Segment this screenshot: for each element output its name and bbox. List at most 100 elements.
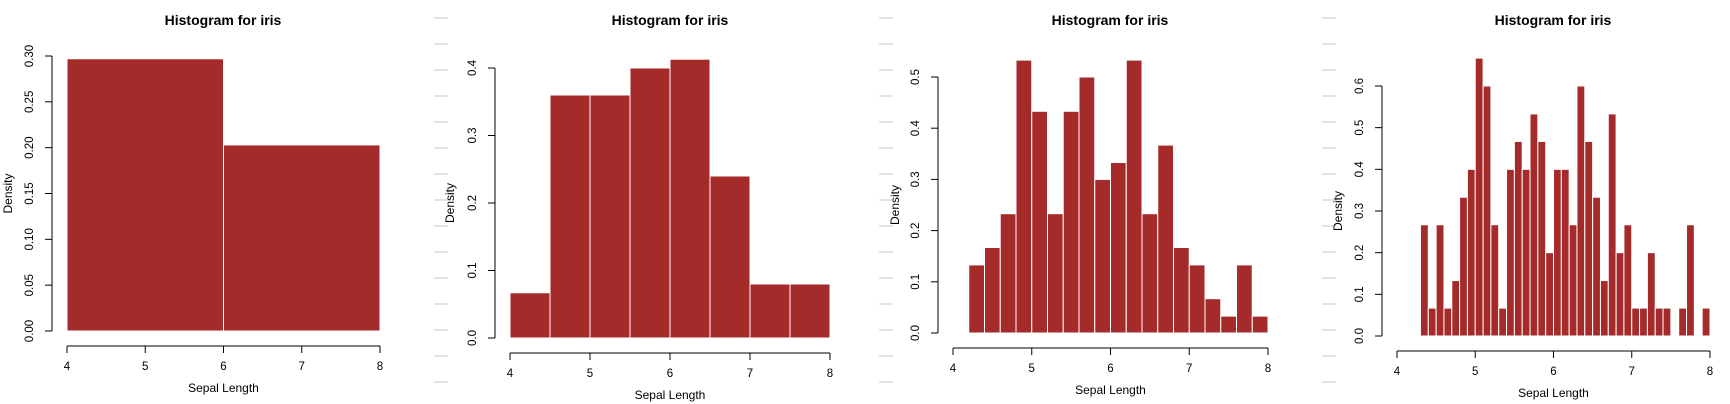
histogram-bar [1560,168,1570,337]
histogram-bar [749,283,791,339]
histogram-bar [1607,113,1617,337]
x-axis-label: Sepal Length [1075,383,1146,397]
histogram-bar [1435,224,1445,337]
x-tick-label: 5 [142,361,148,373]
x-tick-label: 7 [1629,366,1635,378]
histogram-bar [1639,307,1648,337]
y-tick-label: 0.4 [910,120,922,137]
histogram-bar [1654,307,1664,337]
y-tick-label: 0.3 [910,171,922,187]
y-tick-label: 0.1 [1354,286,1366,302]
y-tick-label: 0.4 [467,59,479,76]
histogram-bar [1701,307,1711,337]
histogram-bar [1662,307,1672,337]
x-axis-label: Sepal Length [188,381,259,395]
x-tick-label: 7 [747,368,753,380]
x-tick-label: 5 [1472,366,1478,378]
histogram-bar [1125,59,1143,334]
histogram-bar [968,264,985,334]
histogram-bar [66,58,224,332]
histogram-bar [589,94,631,339]
y-tick-label: 0.2 [910,223,922,239]
x-tick-label: 8 [827,368,833,380]
histogram-bar [1173,247,1190,334]
y-tick-label: 0.30 [24,45,36,67]
histogram-bar [1506,168,1515,337]
y-tick-label: 0.25 [24,91,36,113]
histogram-bar [509,292,551,339]
y-tick-label: 0.4 [1354,161,1366,178]
y-tick-label: 0.3 [1354,203,1366,219]
chart-title: Histogram for iris [165,12,282,28]
histogram-bar [984,247,1001,334]
x-tick-label: 8 [377,361,383,373]
histogram-bar [1646,252,1656,337]
histogram-bar [1521,168,1531,337]
histogram-bar [1419,224,1429,337]
histogram-bar [1459,196,1468,337]
x-axis-label: Sepal Length [1518,386,1589,400]
histogram-bar [1623,224,1633,337]
y-tick-label: 0.6 [1354,78,1366,94]
histogram-bar [1110,162,1127,334]
y-tick-label: 0.0 [910,325,922,341]
histogram-bar [1157,144,1174,334]
x-tick-label: 6 [220,361,226,373]
x-tick-label: 5 [1029,363,1035,375]
histogram-bar [1466,168,1476,337]
histogram-bar [1631,307,1641,337]
y-axis-label: Density [888,185,902,225]
histogram-bar [1078,76,1096,334]
y-tick-label: 0.3 [467,128,479,144]
histogram-bar [1188,264,1206,334]
y-tick-label: 0.5 [910,69,922,85]
chart-title: Histogram for iris [1495,12,1612,28]
y-tick-label: 0.1 [467,263,479,279]
x-tick-label: 7 [1186,363,1192,375]
histogram-bar [1451,280,1461,337]
chart-title: Histogram for iris [1052,12,1169,28]
chart-title: Histogram for iris [612,12,729,28]
histogram-bar [1553,168,1562,337]
histogram-bar [1251,315,1269,334]
y-axis-label: Density [443,183,457,223]
histogram-bar [1490,224,1500,337]
histogram-bar [1513,140,1523,337]
x-tick-label: 6 [1550,366,1556,378]
histogram-bar [549,94,591,339]
x-tick-label: 4 [507,368,514,380]
x-tick-label: 6 [1107,363,1113,375]
histogram-bar [1584,140,1594,337]
histogram-bar [709,175,751,339]
histogram-bar [1141,213,1159,334]
y-tick-label: 0.0 [1354,328,1366,344]
histogram-bar [789,283,831,339]
y-tick-label: 0.10 [24,228,36,250]
x-tick-label: 7 [299,361,305,373]
histogram-bar [1568,224,1578,337]
histogram-bar [1031,110,1048,334]
x-tick-label: 5 [587,368,593,380]
y-axis-label: Density [1,173,15,213]
y-tick-label: 0.2 [467,195,479,211]
y-tick-label: 0.00 [24,320,36,342]
histogram-bar [629,67,671,339]
histogram-bar [1443,307,1453,337]
histogram-bar [1482,85,1492,337]
y-tick-label: 0.15 [24,182,36,204]
histogram-bar [1427,307,1437,337]
histogram-bar [1592,196,1601,337]
histogram-bar [1220,315,1237,334]
y-axis-label: Density [1331,191,1345,231]
histogram-bar [1047,213,1064,334]
histogram-bar [1204,298,1222,334]
histogram-bar [1062,110,1080,334]
histogram-bar [1576,85,1586,337]
histogram-bar [1094,178,1111,334]
x-tick-label: 4 [950,363,957,375]
y-tick-label: 0.05 [24,274,36,296]
y-tick-label: 0.1 [910,274,922,290]
x-tick-label: 8 [1265,363,1271,375]
